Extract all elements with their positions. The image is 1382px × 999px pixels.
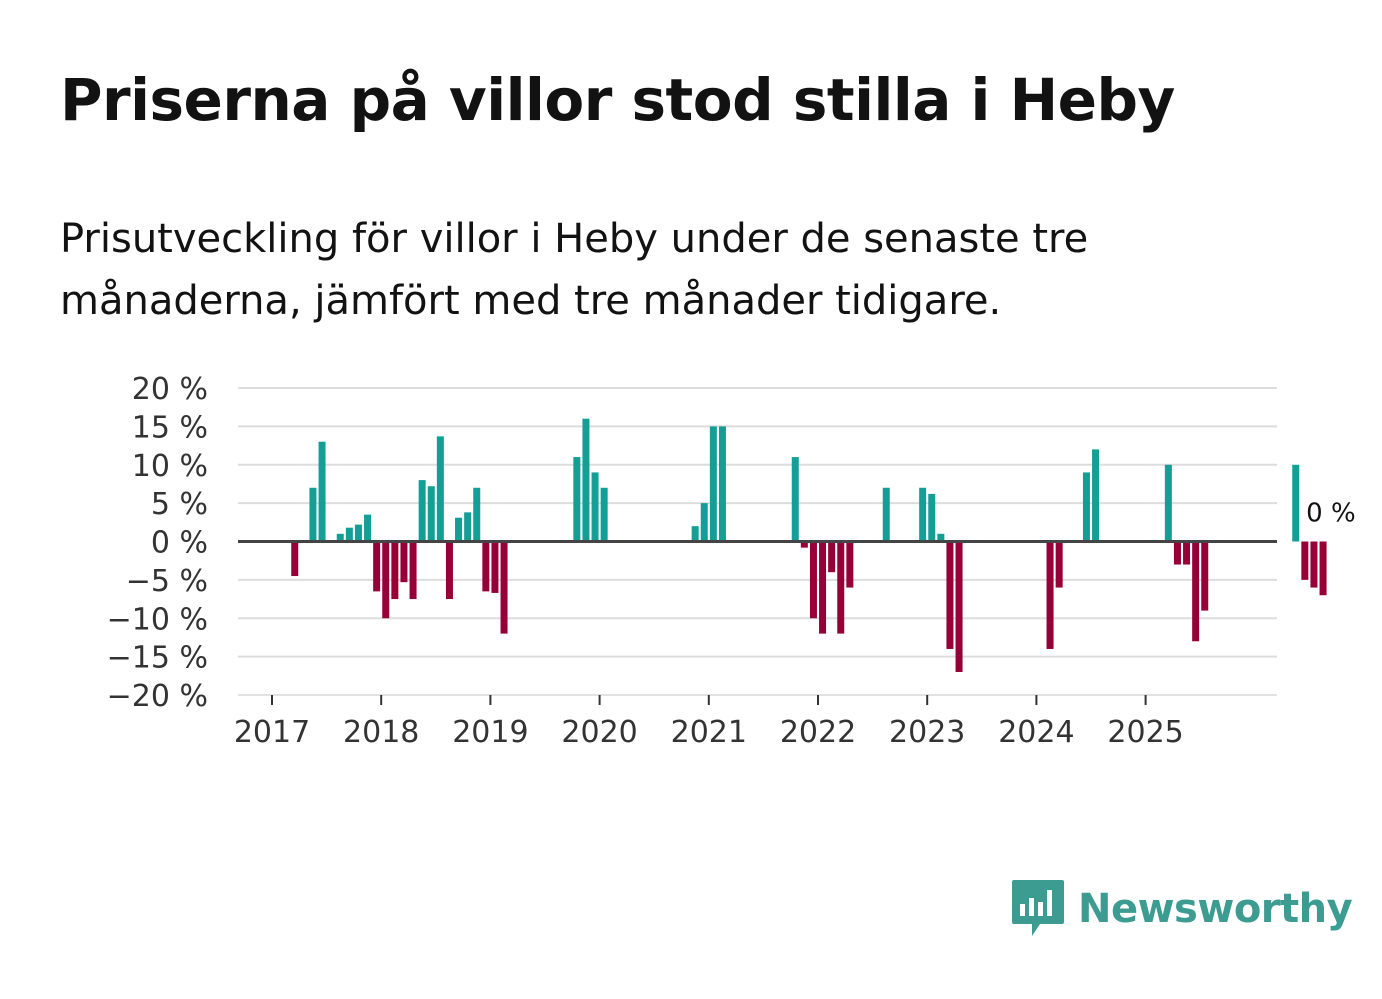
y-tick-label: 20 % bbox=[132, 372, 208, 407]
bar bbox=[709, 426, 717, 542]
bar bbox=[482, 541, 490, 592]
last-value-label: 0 % bbox=[1306, 499, 1356, 529]
bar bbox=[1082, 472, 1090, 542]
bar bbox=[819, 541, 827, 634]
x-tick-label: 2025 bbox=[1107, 715, 1183, 750]
bar bbox=[473, 487, 481, 542]
y-tick-label: 5 % bbox=[151, 487, 208, 522]
bar bbox=[718, 426, 726, 542]
bar bbox=[1183, 541, 1191, 565]
bar bbox=[828, 541, 836, 573]
y-tick-label: −5 % bbox=[126, 564, 208, 599]
bar bbox=[1192, 541, 1200, 642]
bar bbox=[928, 493, 936, 542]
bar bbox=[1319, 541, 1327, 596]
bar bbox=[600, 487, 608, 542]
bar bbox=[427, 486, 435, 542]
x-tick-label: 2022 bbox=[780, 715, 856, 750]
bar bbox=[846, 541, 854, 588]
x-tick-label: 2019 bbox=[452, 715, 528, 750]
bar bbox=[800, 541, 808, 548]
y-tick-label: 15 % bbox=[132, 410, 208, 445]
bar bbox=[418, 480, 426, 542]
bar bbox=[373, 541, 381, 592]
newsworthy-logo-icon bbox=[1012, 880, 1064, 936]
x-tick-label: 2018 bbox=[343, 715, 419, 750]
x-tick-label: 2023 bbox=[889, 715, 965, 750]
bar bbox=[436, 436, 444, 542]
bar bbox=[409, 541, 417, 600]
bar bbox=[1201, 541, 1209, 611]
bar bbox=[582, 418, 590, 542]
bar bbox=[291, 541, 299, 577]
axes bbox=[238, 540, 1277, 705]
page-title: Priserna på villor stod stilla i Heby bbox=[60, 66, 1175, 134]
bar bbox=[400, 541, 408, 583]
bar bbox=[1292, 464, 1300, 542]
bar bbox=[318, 441, 326, 542]
bar bbox=[364, 514, 372, 542]
x-tick-label: 2021 bbox=[671, 715, 747, 750]
bar bbox=[391, 541, 399, 600]
bar bbox=[1046, 541, 1054, 649]
bar bbox=[591, 472, 599, 542]
bar bbox=[1055, 541, 1063, 588]
bar bbox=[1164, 464, 1172, 542]
bar bbox=[700, 503, 708, 542]
y-tick-label: −20 % bbox=[107, 679, 208, 714]
bar bbox=[345, 527, 353, 542]
bar bbox=[1173, 541, 1181, 565]
labels: 20 %15 %10 %5 %0 %−5 %−10 %−15 %−20 %201… bbox=[107, 372, 1356, 750]
x-tick-label: 2024 bbox=[998, 715, 1074, 750]
bar bbox=[573, 457, 581, 542]
bar bbox=[946, 541, 954, 649]
bar bbox=[882, 487, 890, 542]
bar bbox=[309, 487, 317, 542]
newsworthy-logo: Newsworthy bbox=[1010, 878, 1353, 940]
chart-subtitle: Prisutveckling för villor i Heby under d… bbox=[60, 216, 1089, 324]
bar bbox=[445, 541, 453, 600]
bar bbox=[455, 517, 463, 542]
bars bbox=[291, 418, 1327, 672]
bar bbox=[791, 457, 799, 542]
bar bbox=[691, 526, 699, 542]
bar bbox=[382, 541, 390, 619]
y-tick-label: −10 % bbox=[107, 602, 208, 637]
bar bbox=[809, 541, 817, 619]
bar bbox=[354, 524, 362, 542]
bar bbox=[500, 541, 508, 634]
y-tick-label: −15 % bbox=[107, 641, 208, 676]
bar bbox=[1092, 449, 1100, 542]
bar bbox=[837, 541, 845, 634]
x-tick-label: 2020 bbox=[561, 715, 637, 750]
bar bbox=[1301, 541, 1309, 580]
bar bbox=[919, 487, 927, 542]
price-change-bar-chart: 20 %15 %10 %5 %0 %−5 %−10 %−15 %−20 %201… bbox=[107, 372, 1356, 750]
bar bbox=[937, 533, 945, 542]
y-tick-label: 10 % bbox=[132, 449, 208, 484]
bar bbox=[491, 541, 499, 593]
bar bbox=[336, 533, 344, 542]
bar bbox=[1310, 541, 1318, 588]
y-tick-label: 0 % bbox=[151, 526, 208, 561]
x-tick-label: 2017 bbox=[234, 715, 310, 750]
bar bbox=[464, 512, 472, 542]
bar bbox=[955, 541, 963, 672]
brand-name: Newsworthy bbox=[1078, 886, 1353, 932]
